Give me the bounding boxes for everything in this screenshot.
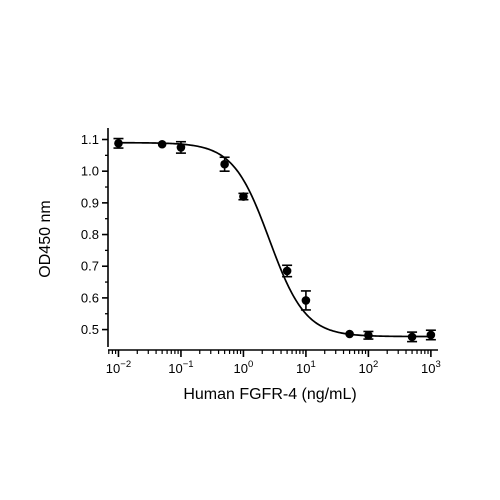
data-marker: [282, 266, 292, 276]
data-point-10: [407, 331, 418, 343]
data-point-1: [113, 137, 124, 149]
data-marker: [426, 330, 436, 340]
x-tick-label--1: 10−1: [168, 359, 193, 376]
data-marker: [301, 296, 311, 305]
y-tick-label-0.6: 0.6: [81, 290, 99, 305]
data-point-11: [425, 329, 436, 341]
x-tick-label-2: 102: [359, 359, 379, 376]
x-tick-label-0: 100: [234, 359, 254, 376]
data-marker: [239, 192, 248, 201]
data-point-4: [219, 156, 230, 172]
data-marker: [220, 159, 229, 169]
data-marker: [364, 330, 373, 340]
y-tick-label-1.0: 1.0: [81, 164, 99, 179]
axes: 0.5 0.6 0.7 0.8 0.9 1.0 1.1 10−2 10−1 100 101 102 10…: [81, 128, 441, 376]
data-point-6: [282, 264, 293, 278]
data-marker: [176, 143, 186, 152]
y-tick-label-0.8: 0.8: [81, 227, 99, 242]
data-point-5: [238, 192, 249, 201]
y-tick-label-0.9: 0.9: [81, 195, 99, 210]
data-marker: [157, 139, 167, 149]
fit-curve-layer: [118, 141, 431, 338]
data-point-8: [345, 329, 354, 339]
fit-curve: [118, 141, 431, 338]
data-point-3: [175, 140, 186, 154]
data-points-layer: [113, 137, 436, 343]
data-point-7: [300, 290, 311, 311]
data-point-9: [363, 330, 374, 340]
y-tick-label-0.5: 0.5: [81, 322, 99, 337]
data-point-2: [157, 139, 167, 149]
data-marker: [114, 139, 123, 148]
x-tick-label--2: 10−2: [106, 359, 131, 376]
data-marker: [345, 329, 354, 339]
axis-labels-layer: Human FGFR-4 (ng/mL) OD450 nm: [37, 200, 357, 403]
x-tick-label-1: 101: [296, 359, 316, 376]
y-tick-label-0.7: 0.7: [81, 259, 99, 274]
y-tick-label-1.1: 1.1: [81, 132, 99, 147]
x-axis-title: Human FGFR-4 (ng/mL): [183, 386, 356, 403]
data-marker: [407, 332, 417, 342]
x-tick-label-3: 103: [421, 359, 441, 376]
y-axis-title: OD450 nm: [37, 200, 54, 277]
